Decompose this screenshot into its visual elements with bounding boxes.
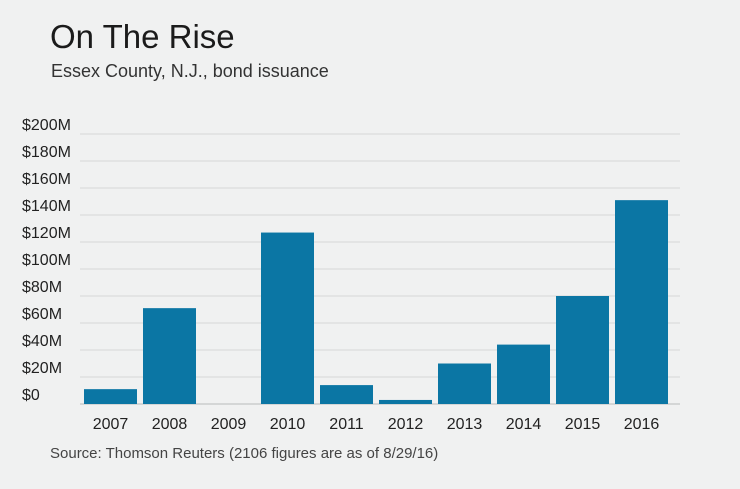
x-tick-label: 2008 [152,416,188,433]
bar-2016 [615,200,668,404]
y-tick-label: $160M [22,171,71,188]
x-tick-label: 2012 [388,416,424,433]
y-tick-label: $60M [22,306,62,323]
source-note: Source: Thomson Reuters (2106 figures ar… [50,445,439,462]
chart-subtitle: Essex County, N.J., bond issuance [51,61,329,81]
bar-2011 [320,385,373,404]
bar-2015 [556,296,609,404]
y-tick-label: $20M [22,360,62,377]
x-tick-label: 2016 [624,416,660,433]
x-tick-label: 2007 [93,416,129,433]
x-tick-label: 2011 [329,416,364,433]
x-tick-label: 2013 [447,416,483,433]
x-axis-tick-labels: 2007 2008 2009 2010 2011 2012 2013 2014 2015 2016 [93,416,660,433]
y-tick-label: $0 [22,387,40,404]
y-tick-label: $40M [22,333,62,350]
chart-title: On The Rise [50,18,235,55]
bar-2013 [438,363,491,404]
bar-2012 [379,399,432,404]
x-tick-label: 2010 [270,416,306,433]
bar-2008 [143,308,196,404]
x-tick-label: 2015 [565,416,601,433]
y-tick-label: $200M [22,117,71,134]
y-axis-tick-labels: $0 $20M $40M $60M $80M $100M $120M $140M $160M $1… [22,117,71,404]
y-tick-label: $120M [22,225,71,242]
bar-2014 [497,344,550,404]
y-tick-label: $100M [22,252,71,269]
bar-2007 [84,389,137,404]
y-tick-label: $80M [22,279,62,296]
x-tick-label: 2014 [506,416,542,433]
x-tick-label: 2009 [211,416,247,433]
y-tick-label: $180M [22,144,71,161]
y-tick-label: $140M [22,198,71,215]
bars [84,200,668,404]
bar-2010 [261,232,314,404]
